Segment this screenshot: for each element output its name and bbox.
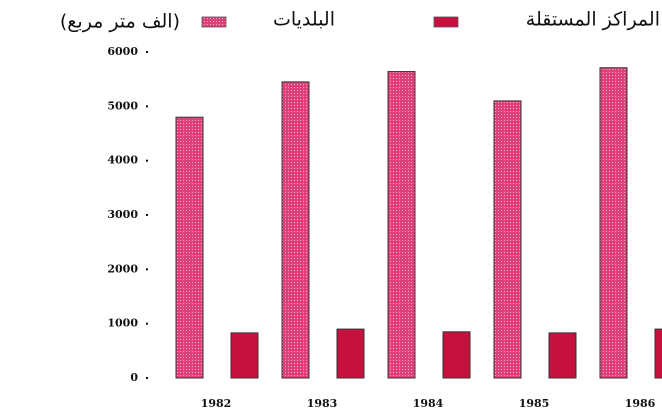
y-tick-label: 5000 (107, 99, 138, 112)
bar (599, 67, 628, 379)
y-tick-label: 0 (130, 371, 138, 384)
x-tick-label: 1986 (625, 397, 656, 410)
x-tick-label: 1985 (519, 397, 550, 410)
y-tick-label: 3000 (107, 208, 138, 221)
bar (548, 332, 577, 379)
legend-swatch (201, 16, 227, 28)
y-tick-label: 1000 (107, 317, 138, 330)
x-tick-label: 1982 (201, 397, 232, 410)
bar (281, 81, 310, 379)
bar (654, 328, 662, 379)
y-tick-label: 4000 (107, 154, 138, 167)
x-tick-label: 1983 (307, 397, 338, 410)
bar (336, 328, 365, 379)
bar (230, 332, 259, 379)
legend-label: المراكز المستقلة (526, 9, 660, 31)
x-tick-label: 1984 (413, 397, 444, 410)
bar (387, 71, 416, 379)
y-tick-label: 2000 (107, 262, 138, 275)
legend-label: البلديات (273, 9, 335, 31)
y-tick-label: 6000 (107, 45, 138, 58)
bar (442, 331, 471, 379)
bar (175, 116, 204, 379)
chart-title: (الف متر مربع) (60, 11, 180, 33)
bar (493, 100, 522, 379)
legend-swatch (433, 16, 459, 28)
